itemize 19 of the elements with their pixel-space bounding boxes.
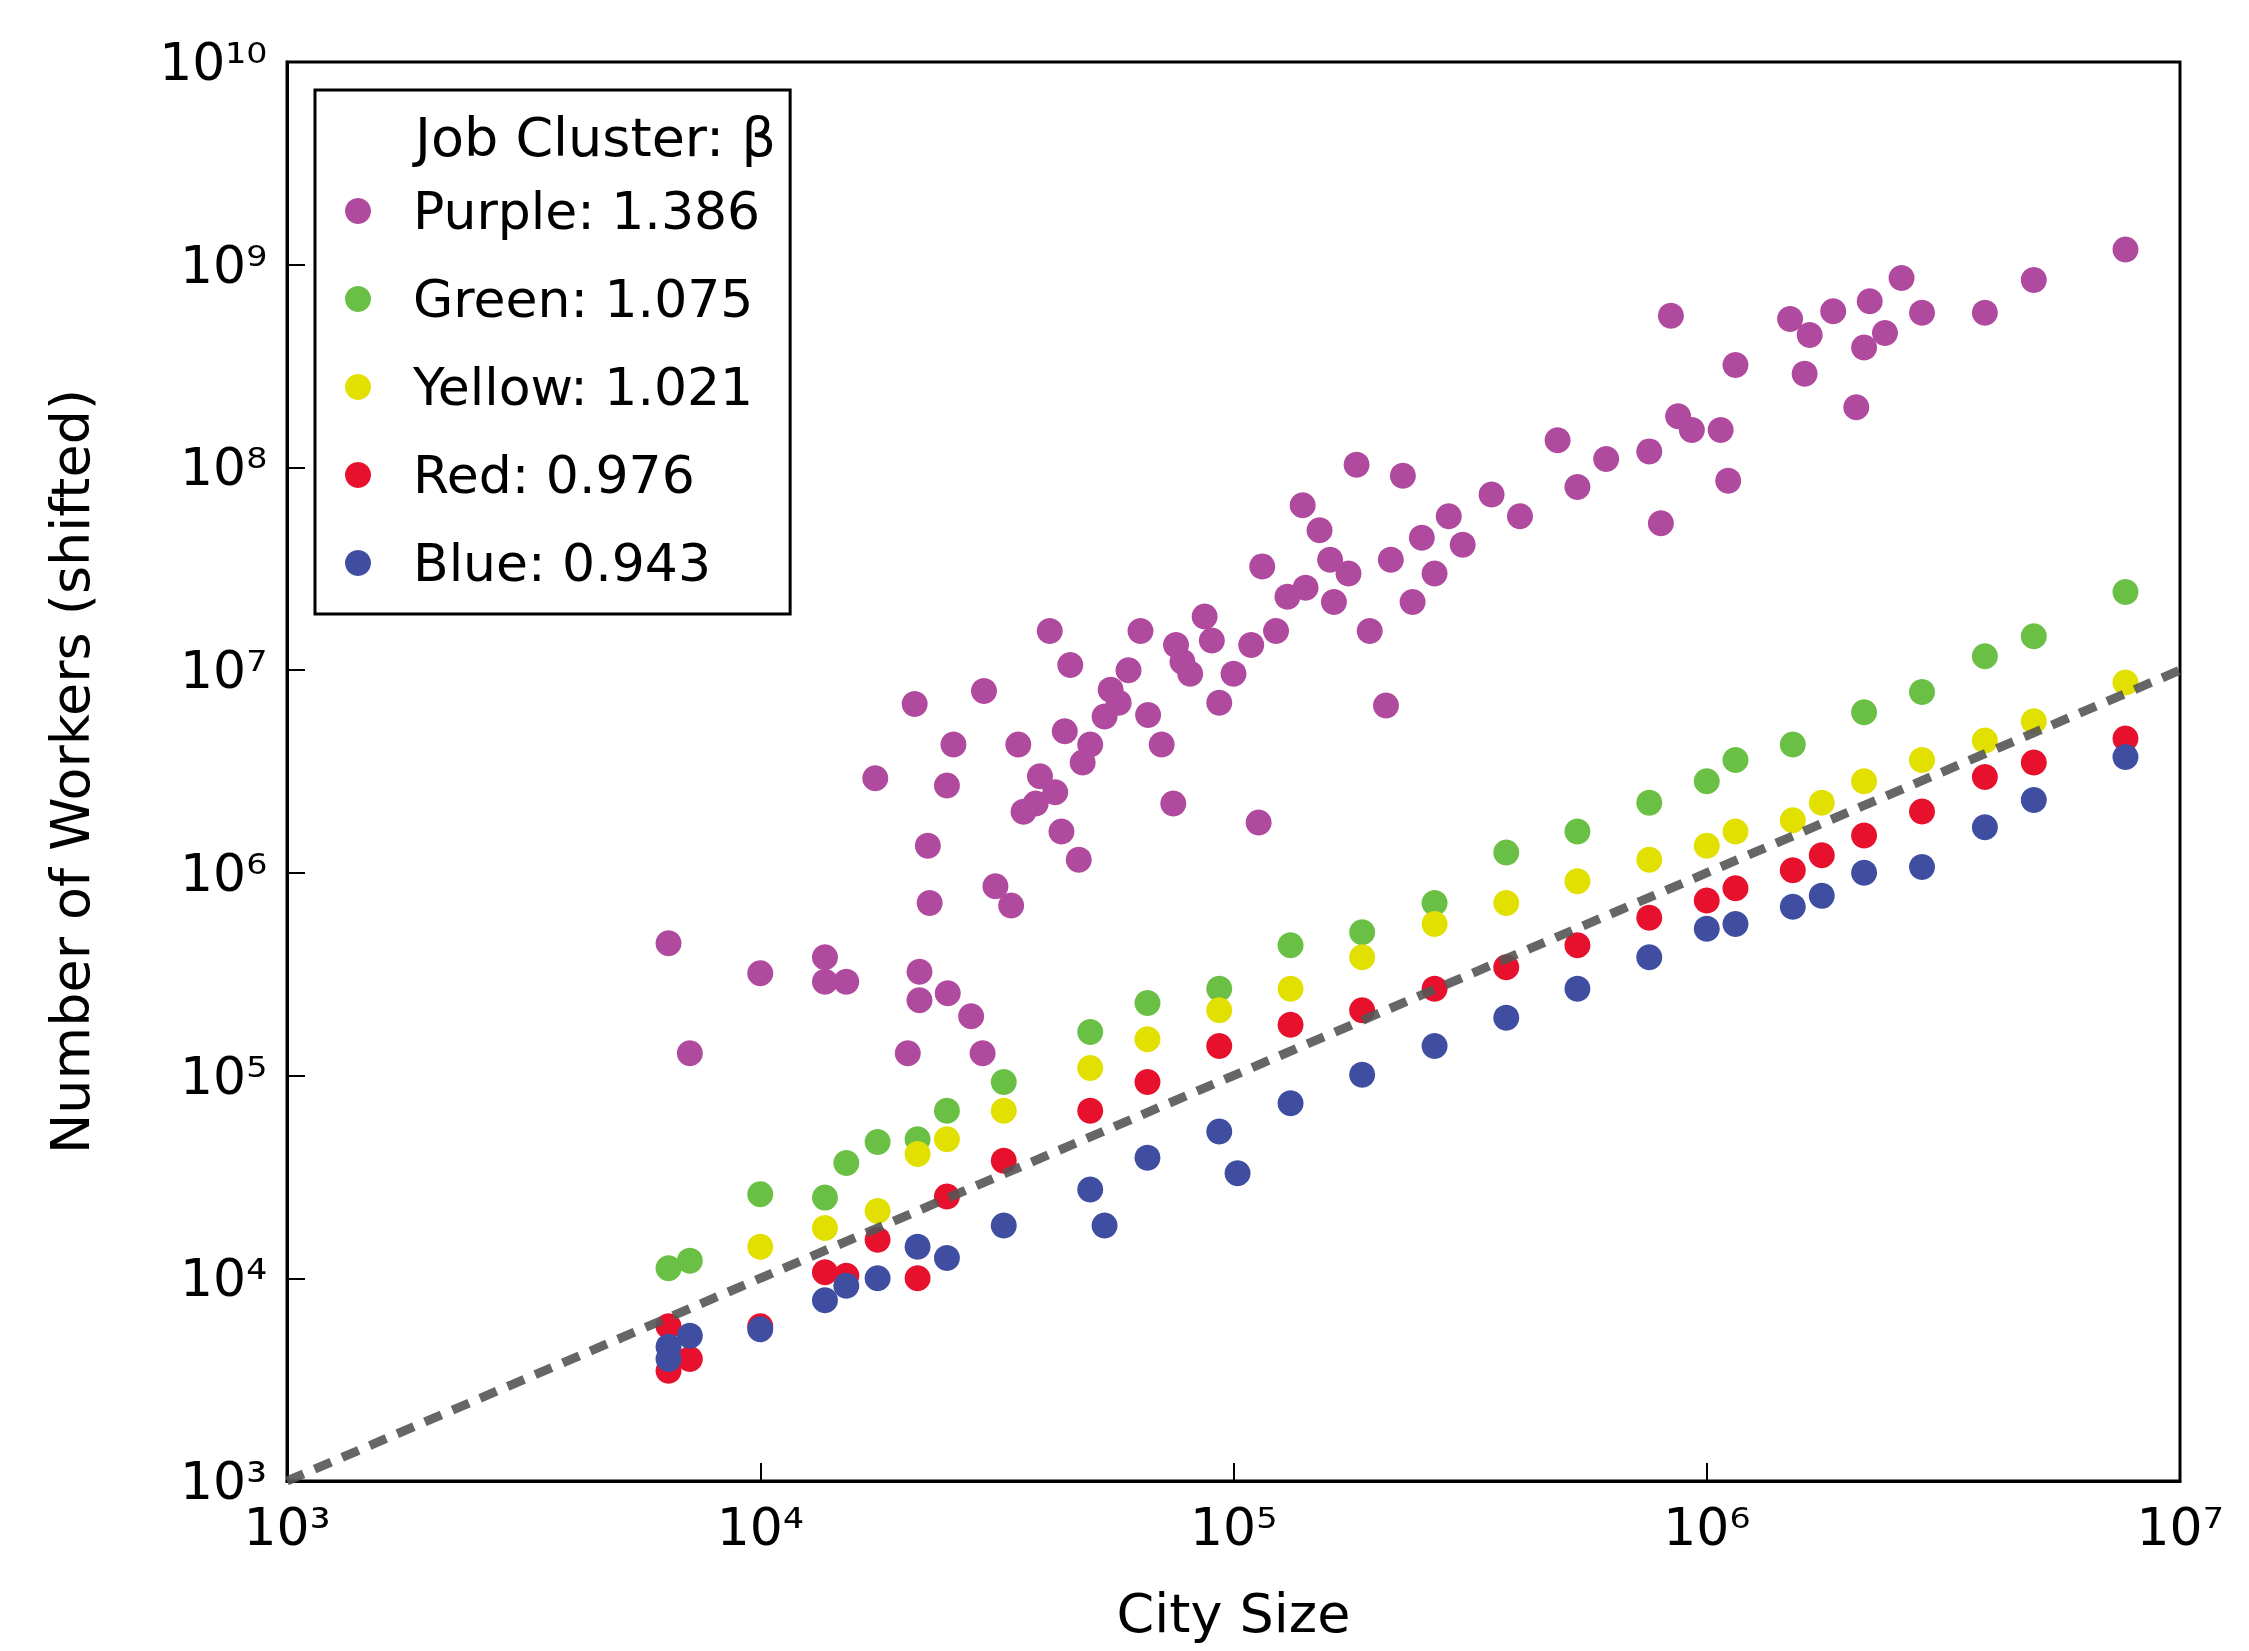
- y-tick-label: 10⁹: [179, 234, 267, 295]
- y-tick-label: 10⁶: [179, 842, 267, 903]
- y-tick-label: 10⁷: [179, 640, 267, 701]
- legend-label: Purple: 1.386: [413, 181, 761, 241]
- x-tick-label: 10⁷: [2136, 1497, 2224, 1557]
- x-tick-label: 10⁴: [716, 1497, 804, 1557]
- y-tick-label: 10¹⁰: [159, 32, 267, 92]
- x-axis-title: City Size: [1116, 1581, 1351, 1645]
- x-tick-label: 10⁶: [1663, 1497, 1751, 1557]
- x-tick-label: 10⁵: [1189, 1497, 1278, 1557]
- legend-label: Yellow: 1.021: [412, 357, 754, 417]
- y-tick-label: 10⁸: [179, 437, 267, 498]
- legend-label: Red: 0.976: [413, 445, 695, 505]
- legend-label: Green: 1.075: [413, 269, 754, 329]
- y-tick-label: 10⁵: [179, 1045, 267, 1106]
- legend-title: Job Cluster: β: [412, 105, 776, 169]
- y-tick-label: 10⁴: [179, 1248, 267, 1309]
- y-axis-title: Number of Workers (shifted): [38, 388, 102, 1155]
- legend-label: Blue: 0.943: [413, 533, 711, 593]
